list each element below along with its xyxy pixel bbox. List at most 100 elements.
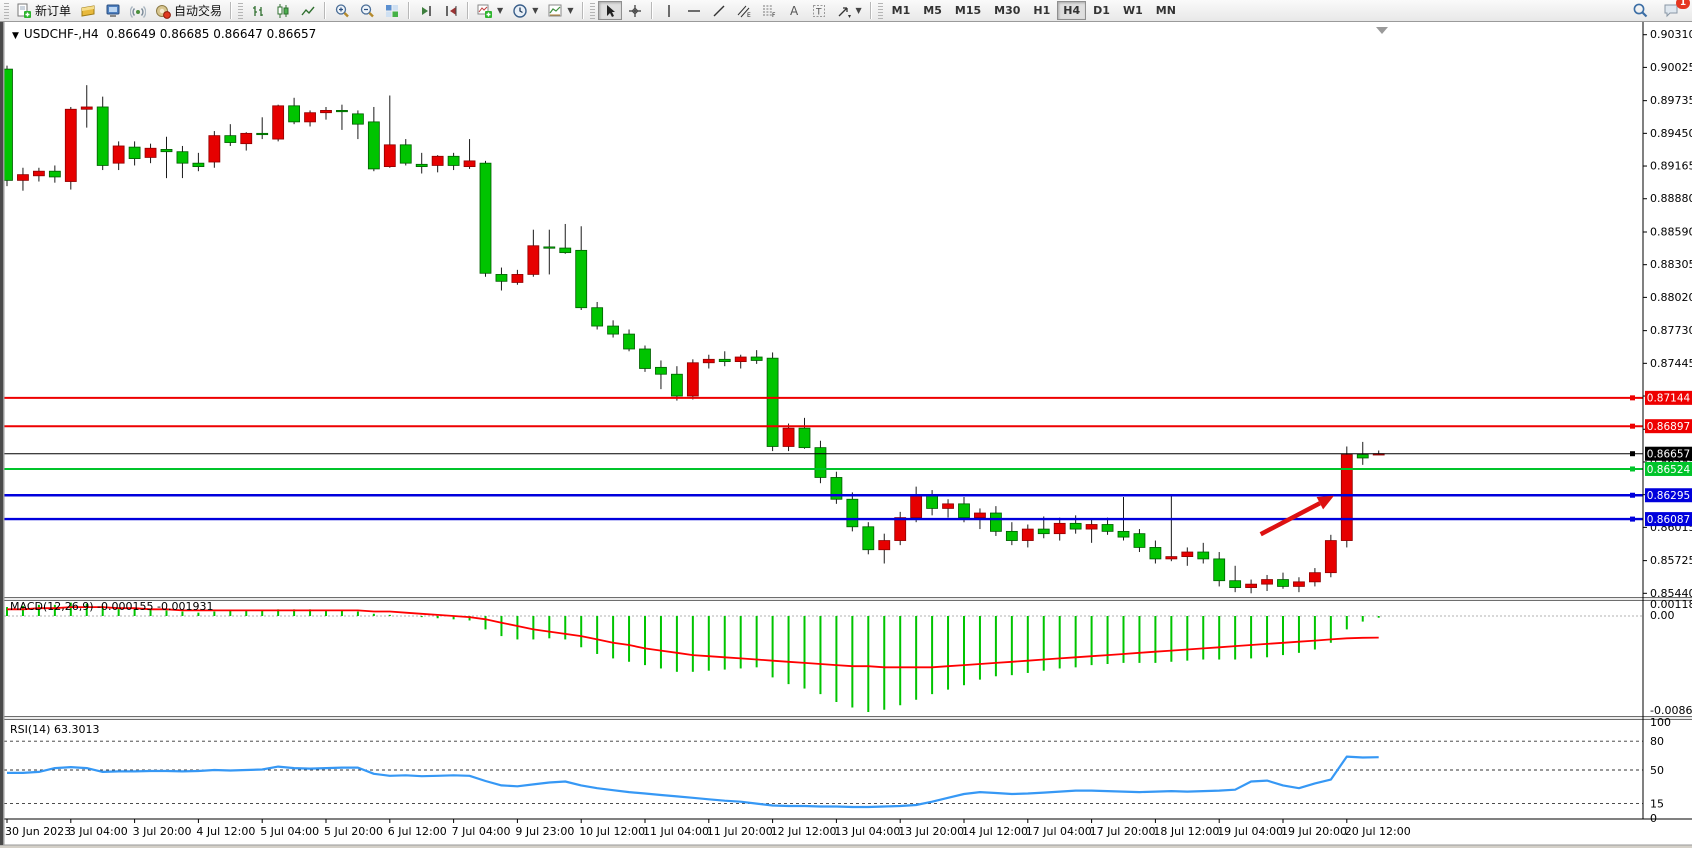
candle-body [1277,579,1289,587]
symbol-menu-icon[interactable]: ▼ [12,31,19,41]
zoom-out-icon [359,3,375,19]
notifications-button[interactable]: 1 [1659,0,1690,20]
line-chart-button[interactable] [296,1,320,20]
cursor-button[interactable] [597,1,622,20]
time-axis-label: 30 Jun 2023 [5,825,71,838]
candle-body [48,170,61,178]
candle-body [431,155,444,166]
candle-body [527,245,540,275]
zoom-in-icon [334,3,350,19]
price-lines-layer[interactable] [4,395,1643,522]
toolbar-separator [467,2,470,19]
auto-scroll-button[interactable] [414,1,438,20]
timeframe-m15-button[interactable]: M15 [949,1,987,20]
indicators-button[interactable]: ▼ [473,1,507,20]
timeframe-m30-button[interactable]: M30 [988,1,1026,20]
terminal-button[interactable] [101,1,125,20]
timeframe-h4-button[interactable]: H4 [1057,1,1087,20]
timeframe-w1-button[interactable]: W1 [1117,1,1149,20]
svg-text:E: E [747,12,751,19]
candle-body [80,106,93,110]
periods-button[interactable]: ▼ [508,1,542,20]
price-line-badge-text: 0.87144 [1647,393,1691,405]
annotation-arrow[interactable] [1259,495,1334,537]
toolbar-separator [650,2,653,19]
vertical-line-button[interactable] [657,1,681,20]
candle-body [878,540,891,551]
price-axis-tick: 0.89735 [1650,94,1692,107]
horizontal-line-button[interactable] [682,1,706,20]
candle-body [224,135,237,143]
arrows-tool-button[interactable]: ▼ [832,1,866,20]
text-button[interactable]: A [782,1,806,20]
candle-body [495,274,508,282]
rsi-indicator-label: RSI(14) 63.3013 [10,723,99,736]
market-depth-button[interactable] [76,1,100,20]
candle-body [894,517,907,541]
candle-body [862,526,875,551]
line-handle [1630,395,1635,401]
price-axis-tick: 0.89450 [1650,127,1692,140]
bar-chart-button[interactable] [246,1,270,20]
candle-body [336,110,348,113]
auto-scroll-icon [418,3,434,19]
new-order-button[interactable]: 新订单 [12,1,75,20]
text-label-button[interactable]: T [807,1,831,20]
price-line-badge [1645,512,1692,527]
price-line-badge [1645,461,1692,476]
candle-body [782,427,795,447]
time-axis-label: 6 Jul 12:00 [388,825,447,838]
toolbar-grip[interactable] [238,2,244,19]
tile-windows-button[interactable] [380,1,404,20]
trendline-button[interactable] [707,1,731,20]
zoom-in-button[interactable] [330,1,354,20]
time-axis-label: 11 Jul 20:00 [707,825,773,838]
timeframe-mn-button[interactable]: MN [1150,1,1182,20]
templates-button[interactable]: ▼ [543,1,577,20]
timeframe-m1-button[interactable]: M1 [886,1,917,20]
panel-splitters[interactable] [0,597,1692,720]
candle-body [1165,556,1178,560]
cursor-icon [602,3,618,19]
candle-body [351,113,364,125]
search-button[interactable] [1628,1,1653,20]
toolbar-grip[interactable] [589,2,595,19]
macd-layer [6,602,1380,713]
toolbar-separator [408,2,411,19]
chart-shift-button[interactable] [439,1,463,20]
chart-shift-marker[interactable] [1376,27,1388,34]
candle-body [383,144,396,168]
candle-body [33,170,45,177]
autotrading-button[interactable]: 自动交易 [151,1,226,20]
price-axis-tick: 0.88590 [1650,225,1692,238]
svg-text:A: A [790,4,799,18]
candle-body [1245,583,1257,588]
zoom-out-button[interactable] [355,1,379,20]
fibonacci-button[interactable]: F [757,1,781,20]
candle-body [974,512,986,519]
signals-button[interactable] [126,1,150,20]
channel-button[interactable]: E [732,1,756,20]
candlestick-button[interactable] [271,1,295,20]
crosshair-button[interactable] [623,1,647,20]
rsi-axis-label: 0 [1650,812,1657,825]
candles-layer [1,65,1385,594]
line-handle [1630,492,1635,498]
macd-main-value: -0.000155 [97,600,154,613]
chart-ohlc-values: 0.86649 0.86685 0.86647 0.86657 [106,27,317,41]
timeframe-h1-button[interactable]: H1 [1027,1,1056,20]
candle-body [623,333,635,350]
rsi-axis-label: 100 [1650,716,1671,729]
dropdown-arrow-icon: ▼ [855,6,862,15]
candle-body [511,274,524,283]
timeframe-m5-button[interactable]: M5 [917,1,948,20]
toolbar-grip[interactable] [4,2,9,19]
candle-body [814,447,827,478]
candle-body [1340,454,1353,541]
price-axis-tick: 0.85725 [1650,554,1692,567]
time-axis-label: 12 Jul 12:00 [771,825,837,838]
toolbar-separator [230,2,233,19]
timeframe-d1-button[interactable]: D1 [1087,1,1116,20]
toolbar-grip[interactable] [877,2,883,19]
